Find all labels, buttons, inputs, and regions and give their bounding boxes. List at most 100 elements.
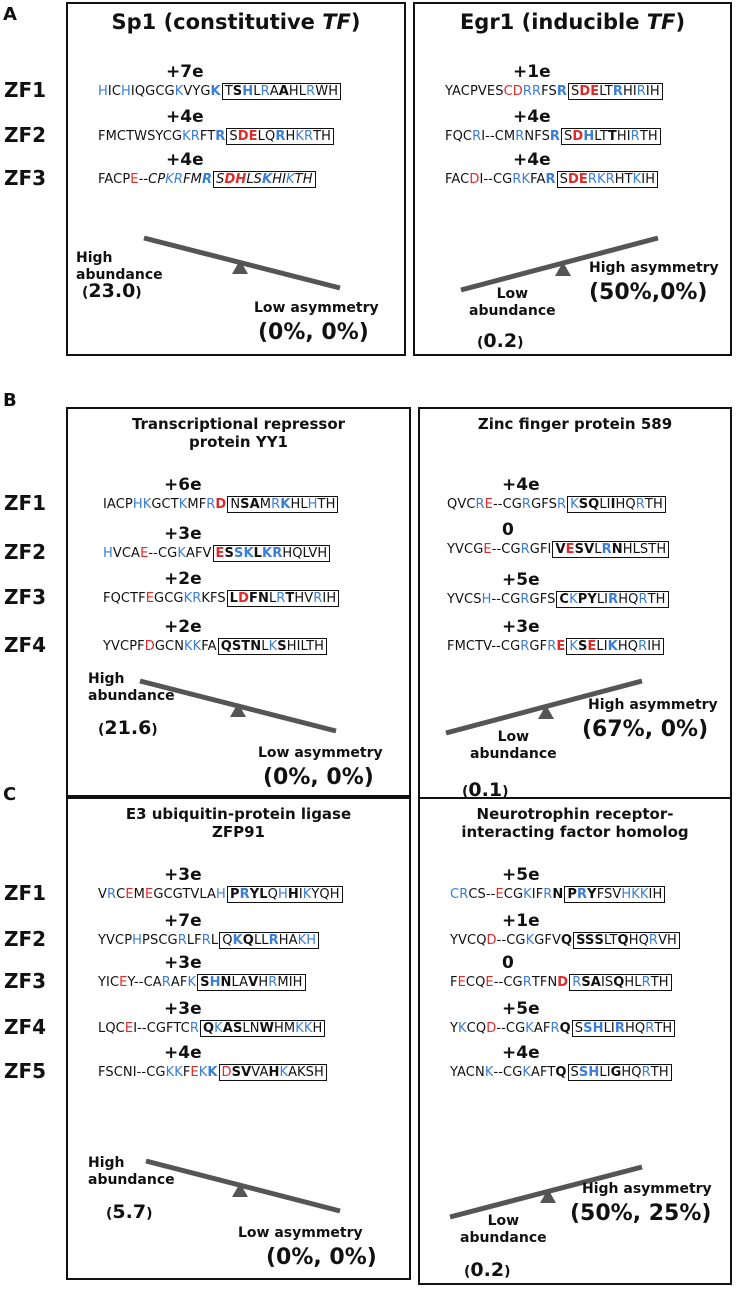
high-label: High abundance [76, 250, 163, 284]
charge-label: +6e [164, 475, 202, 495]
residue: HM [274, 1021, 296, 1036]
seesaw-beam [445, 678, 643, 736]
residue: D [238, 591, 249, 606]
residue: SA [240, 497, 260, 512]
residue: FAC [445, 172, 470, 187]
residue: HL [288, 84, 307, 99]
residue: SH [578, 1065, 600, 1080]
residue: K [279, 1065, 289, 1080]
residue: HI [616, 129, 631, 144]
recognition-helix-box: TSHLRAAHLRWH [221, 83, 342, 100]
panel-title: Sp1 (constitutive TF) [68, 10, 404, 35]
residue: R [521, 497, 532, 512]
residue: S [229, 129, 238, 144]
residue: D [486, 933, 497, 948]
sequence-zf1: YACPVESCDRRFSR SDELTRHIRIH [445, 83, 663, 100]
residue: DE [237, 129, 258, 144]
residue: TH [317, 497, 336, 512]
residue: HI [272, 172, 287, 187]
low-label: Low asymmetry [258, 745, 383, 762]
residue: STN [231, 639, 262, 654]
recognition-helix-box: SDHLTTHIRTH [561, 128, 661, 145]
residue: R [550, 1021, 560, 1036]
residue: Q [560, 933, 573, 948]
zf-label-zf2: ZF2 [4, 540, 47, 564]
residue: HQ [615, 497, 636, 512]
residue: --CG [148, 546, 178, 561]
recognition-helix-box: SSHLIGHQRTH [567, 1064, 672, 1081]
residue: E [130, 172, 139, 187]
paren-open: ( [464, 1264, 471, 1280]
residue: Q [222, 933, 233, 948]
residue: R [556, 497, 567, 512]
seesaw-beam [145, 1158, 341, 1214]
residue: R [313, 591, 323, 606]
residue: TH [639, 129, 658, 144]
recognition-helix-box: KSQLIIHQRTH [567, 496, 666, 513]
panel-title: E3 ubiquitin-protein ligase ZFP91 [68, 805, 409, 841]
residue: LN [242, 1021, 260, 1036]
asymmetry-value: (67%, 0%) [582, 717, 709, 742]
residue: L [253, 84, 261, 99]
residue: IH [647, 639, 662, 654]
residue: FSV [596, 887, 622, 902]
residue: VA [251, 1065, 269, 1080]
zf-label-zf2: ZF2 [4, 123, 47, 147]
residue: R [636, 84, 646, 99]
section-label-c: C [3, 784, 17, 805]
residue: YACN [450, 1065, 485, 1080]
recognition-helix-box: NSAMRKHLHTH [227, 496, 339, 513]
sequence-zf3: FQCTFEGCGKRKFS LDFNLRTHVRIH [103, 590, 340, 607]
panel-title: Neurotrophin receptor-interacting factor… [420, 805, 730, 841]
panel-title: Egr1 (inducible TF) [415, 10, 730, 35]
residue: DE [579, 84, 600, 99]
residue: S [594, 933, 604, 948]
residue: E [495, 887, 504, 902]
low-label-line: Low [497, 729, 530, 745]
residue: AKSH [288, 1065, 324, 1080]
title-part: ) [350, 10, 361, 34]
residue: HQ [618, 592, 639, 607]
residue: H [621, 887, 632, 902]
zf-label-zf5: ZF5 [4, 1059, 47, 1083]
residue: C [503, 84, 513, 99]
residue: --CG [493, 975, 523, 990]
recognition-helix-box: RSAISQHLRTH [569, 974, 672, 991]
residue: VH [658, 933, 677, 948]
residue: H [268, 1065, 280, 1080]
charge-label: +4e [502, 1043, 540, 1063]
title-line: Transcriptional repressor [131, 415, 346, 433]
residue: LA [231, 975, 249, 990]
low-label: Low asymmetry [238, 1225, 363, 1242]
charge-label: +4e [513, 150, 551, 170]
residue: M [133, 887, 145, 902]
residue: R [556, 84, 567, 99]
residue: IQGCG [130, 84, 175, 99]
residue: E [484, 497, 493, 512]
residue: R [177, 933, 187, 948]
zf-label-zf1: ZF1 [4, 78, 47, 102]
residue: IH [641, 172, 656, 187]
residue: GF [529, 639, 548, 654]
residue: H [258, 975, 269, 990]
charge-label: +1e [502, 911, 540, 931]
residue: KK [184, 639, 202, 654]
residue: R [614, 1021, 625, 1036]
residue: D [486, 1021, 497, 1036]
residue: YVCS [447, 592, 482, 607]
residue: FN [248, 591, 269, 606]
zf-label-zf1: ZF1 [4, 491, 47, 515]
residue: IC [107, 84, 122, 99]
residue: LT [599, 84, 613, 99]
title-line: protein YY1 [189, 432, 288, 451]
residue: H [306, 933, 317, 948]
residue: KFS [201, 591, 226, 606]
residue: E [215, 546, 225, 561]
low-label-line: Low asymmetry [258, 745, 383, 761]
sequence-zf4: FMCTV--CGRGFRE KSELIKHQRIH [447, 638, 665, 655]
recognition-helix-box: SDHLSKHIKTH [213, 171, 316, 188]
abundance-number: 21.6 [104, 717, 152, 739]
residue: --CG [496, 1021, 526, 1036]
charge-label: 0 [502, 953, 514, 973]
residue: FQC [445, 129, 473, 144]
